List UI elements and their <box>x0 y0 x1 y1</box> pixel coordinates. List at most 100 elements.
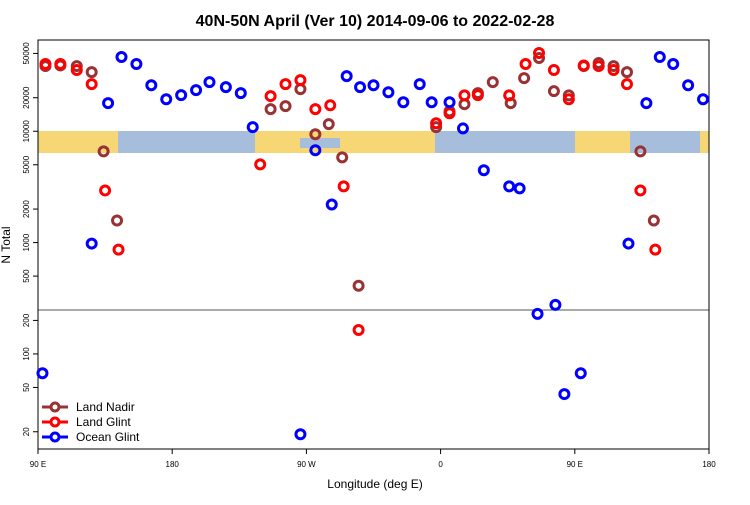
point <box>309 128 322 141</box>
legend-label: Land Nadir <box>76 400 135 414</box>
x-tick-label: 90 W <box>297 460 316 469</box>
point <box>325 198 338 211</box>
point <box>234 87 247 100</box>
point <box>354 81 367 94</box>
point <box>85 66 98 79</box>
point <box>99 184 112 197</box>
legend-marker <box>49 431 61 443</box>
point <box>309 144 322 157</box>
x-tick-label: 90 E <box>30 460 46 469</box>
point <box>620 78 633 91</box>
point <box>547 63 560 76</box>
point <box>246 121 259 134</box>
point <box>443 107 456 120</box>
y-tick-label: 20000 <box>22 86 31 109</box>
x-tick-label: 90 E <box>567 460 583 469</box>
y-tick-label: 5000 <box>22 155 31 173</box>
y-tick-label: 20 <box>22 427 31 436</box>
point <box>145 79 158 92</box>
point <box>397 96 410 109</box>
point <box>279 100 292 113</box>
point <box>513 182 526 195</box>
point <box>620 66 633 79</box>
point <box>309 103 322 116</box>
point <box>518 72 531 85</box>
point <box>324 99 337 112</box>
point <box>574 367 587 380</box>
map-band <box>38 131 709 153</box>
point <box>547 85 560 98</box>
y-tick-label: 500 <box>22 269 31 283</box>
point <box>634 184 647 197</box>
y-tick-label: 50000 <box>22 42 31 65</box>
point <box>486 76 499 89</box>
point <box>340 70 353 83</box>
legend-label: Land Glint <box>76 415 131 429</box>
point <box>430 117 443 130</box>
point <box>667 57 680 70</box>
point <box>175 89 188 102</box>
y-tick-label: 10000 <box>22 120 31 143</box>
point <box>97 145 110 158</box>
point <box>337 180 350 193</box>
point <box>697 93 710 106</box>
y-tick-label: 200 <box>22 313 31 327</box>
point <box>647 214 660 227</box>
point <box>54 57 67 70</box>
point <box>640 97 653 110</box>
point <box>352 324 365 337</box>
x-tick-label: 0 <box>438 460 443 469</box>
point <box>503 180 516 193</box>
legend-marker <box>49 401 61 413</box>
x-tick-label: 180 <box>166 460 180 469</box>
y-tick-label: 1000 <box>22 233 31 251</box>
point <box>503 89 516 102</box>
point <box>112 243 125 256</box>
point <box>549 298 562 311</box>
point <box>382 86 395 99</box>
point <box>622 237 635 250</box>
legend-marker <box>49 416 61 428</box>
plot-frame <box>37 39 710 450</box>
point <box>160 93 173 106</box>
chart-title: 40N-50N April (Ver 10) 2014-09-06 to 202… <box>196 13 555 30</box>
point <box>70 63 83 76</box>
point <box>649 243 662 256</box>
point <box>85 237 98 250</box>
point <box>190 84 203 97</box>
y-tick-label: 100 <box>22 347 31 361</box>
point <box>264 103 277 116</box>
point <box>607 63 620 76</box>
point <box>558 388 571 401</box>
point <box>577 59 590 72</box>
point <box>458 89 471 102</box>
point <box>85 78 98 91</box>
point <box>203 76 216 89</box>
point <box>443 96 456 109</box>
point <box>130 57 143 70</box>
point <box>425 96 438 109</box>
point <box>634 145 647 158</box>
point <box>336 151 349 164</box>
point <box>531 307 544 320</box>
point <box>533 51 546 64</box>
point <box>36 367 49 380</box>
y-axis-label: N Total <box>0 226 13 263</box>
point <box>562 93 575 106</box>
point <box>115 51 128 64</box>
y-tick-label: 50 <box>22 382 31 391</box>
point <box>682 79 695 92</box>
point <box>367 79 380 92</box>
point <box>39 57 52 70</box>
point <box>254 158 267 171</box>
point <box>322 118 335 131</box>
point <box>294 428 307 441</box>
x-tick-label: 180 <box>702 460 716 469</box>
point <box>279 78 292 91</box>
point <box>352 279 365 292</box>
point <box>471 89 484 102</box>
point <box>294 74 307 87</box>
point <box>653 51 666 64</box>
point <box>111 214 124 227</box>
